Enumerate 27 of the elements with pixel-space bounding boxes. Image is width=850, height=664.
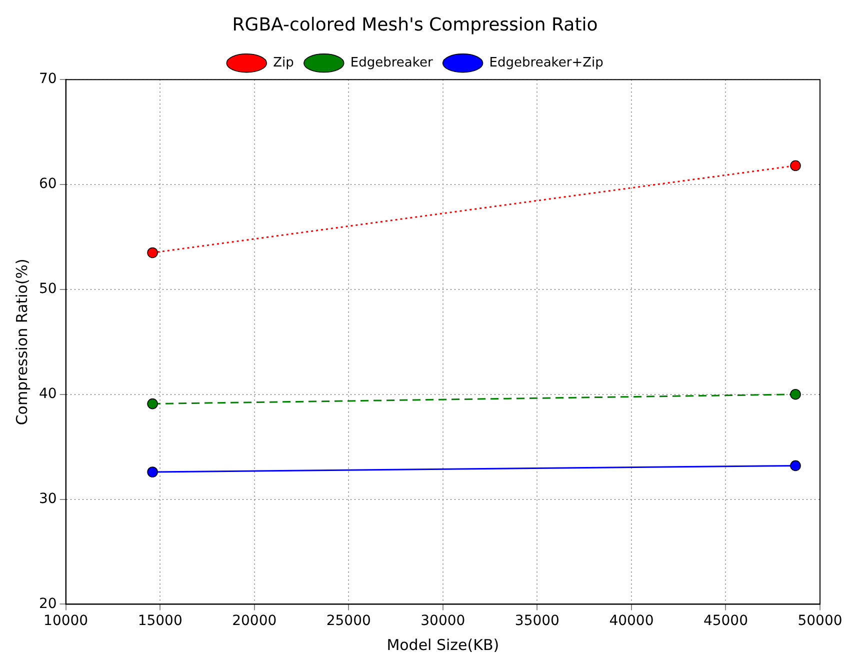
x-tick-label: 25000	[326, 613, 371, 630]
point	[790, 160, 801, 172]
legend-label: Edgebreaker+Zip	[489, 55, 604, 70]
y-tick-label: 20	[38, 596, 57, 612]
legend-label: Edgebreaker	[350, 55, 434, 70]
y-tick-label: 40	[38, 386, 57, 402]
x-tick-label: 35000	[514, 613, 560, 630]
x-tick-label: 10000	[44, 613, 88, 630]
y-tick-label: 70	[38, 71, 57, 88]
legend-label: Zip	[273, 55, 294, 70]
x-tick-label: 45000	[703, 613, 748, 630]
y-tick-label: 30	[38, 490, 57, 507]
x-tick-label: 15000	[138, 613, 182, 630]
point	[147, 247, 158, 258]
x-tick-label: 40000	[609, 613, 654, 630]
x-axis-title: Model Size(KB)	[386, 636, 500, 654]
point	[147, 466, 158, 478]
point	[147, 398, 158, 410]
y-tick-label: 50	[38, 281, 57, 298]
chart-title: RGBA-colored Mesh's Compression Ratio	[232, 14, 598, 36]
y-tick-label: 60	[38, 176, 57, 192]
x-tick-label: 30000	[420, 613, 466, 630]
point	[790, 460, 801, 472]
x-tick-label: 20000	[232, 613, 277, 630]
x-tick-label: 50000	[798, 613, 842, 630]
point	[790, 388, 801, 400]
y-axis-title: Compression Ratio(%)	[12, 258, 31, 426]
